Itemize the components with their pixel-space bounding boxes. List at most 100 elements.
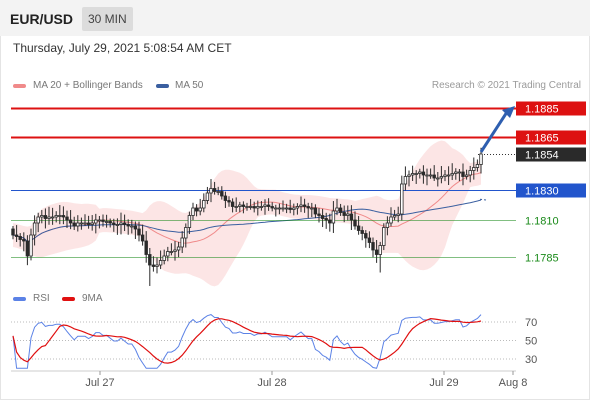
candle-body bbox=[310, 207, 314, 210]
rsi-ma-legend-label: 9MA bbox=[82, 293, 103, 304]
candle-body bbox=[54, 215, 58, 218]
rsi-swatch bbox=[13, 297, 26, 301]
candle-body bbox=[320, 215, 325, 219]
candle-body bbox=[158, 260, 163, 266]
candle-body bbox=[83, 222, 87, 225]
x-tick-label-0: Jul 27 bbox=[85, 377, 114, 389]
rsi-ma-line bbox=[12, 317, 482, 364]
candle-body bbox=[47, 216, 51, 219]
candle-body bbox=[371, 242, 375, 251]
candle-body bbox=[389, 216, 393, 224]
credit-text: Research © 2021 Trading Central bbox=[431, 80, 581, 91]
candle-body bbox=[256, 206, 260, 209]
candle-body bbox=[25, 240, 30, 257]
candle-body bbox=[266, 204, 271, 207]
candle-body bbox=[475, 164, 480, 168]
candle-body bbox=[472, 167, 476, 171]
candle-body bbox=[299, 204, 303, 207]
candle-body bbox=[133, 225, 138, 230]
candle-body bbox=[130, 225, 134, 228]
candle-body bbox=[349, 213, 354, 221]
bollinger-legend-label: MA 20 + Bollinger Bands bbox=[33, 80, 143, 91]
candle-body bbox=[104, 221, 109, 223]
last-price-label-box bbox=[516, 147, 586, 162]
level-box-1.1885 bbox=[516, 101, 586, 116]
level-box-1.1865 bbox=[516, 130, 586, 145]
candle-body bbox=[248, 206, 253, 208]
candle-body bbox=[148, 254, 152, 266]
candle-body bbox=[364, 233, 368, 239]
candle-body bbox=[410, 173, 415, 176]
forecast-arrow-shaft bbox=[479, 109, 510, 153]
candle-body bbox=[184, 227, 188, 239]
candle-body bbox=[450, 173, 454, 176]
candle-body bbox=[274, 207, 278, 210]
candle-body bbox=[137, 228, 141, 236]
candle-body bbox=[346, 213, 350, 216]
candle-body bbox=[115, 224, 120, 226]
candle-body bbox=[382, 227, 386, 246]
candle-body bbox=[302, 204, 307, 207]
candle-body bbox=[353, 219, 357, 227]
level-label-1.1865: 1.1865 bbox=[525, 133, 559, 145]
candle-body bbox=[86, 222, 91, 225]
candle-body bbox=[180, 237, 184, 248]
candle-body bbox=[32, 222, 37, 236]
candle-body bbox=[108, 221, 112, 224]
candle-body bbox=[43, 215, 48, 219]
candle-body bbox=[367, 237, 372, 243]
candle-body bbox=[396, 213, 400, 216]
candle-body bbox=[202, 200, 206, 209]
candle-body bbox=[468, 170, 472, 176]
rsi-tick-50: 50 bbox=[525, 336, 537, 348]
candle-body bbox=[140, 234, 145, 242]
candle-body bbox=[187, 215, 192, 228]
timeframe-button[interactable]: 30 MIN bbox=[82, 7, 133, 31]
candle-body bbox=[119, 222, 123, 225]
candle-body bbox=[443, 174, 447, 177]
candle-body bbox=[385, 222, 390, 228]
candle-body bbox=[79, 222, 84, 225]
candle-body bbox=[428, 174, 433, 177]
candle-body bbox=[335, 207, 339, 212]
symbol-title: EUR/USD bbox=[10, 11, 74, 27]
candle-body bbox=[198, 207, 202, 212]
candle-body bbox=[14, 234, 19, 237]
candle-body bbox=[281, 207, 285, 210]
level-label-1.1785: 1.1785 bbox=[525, 253, 559, 265]
candle-body bbox=[162, 255, 166, 261]
candle-body bbox=[439, 176, 444, 179]
candle-body bbox=[191, 207, 195, 216]
candle-body bbox=[90, 222, 94, 225]
candle-body bbox=[11, 228, 15, 236]
candle-body bbox=[112, 222, 116, 225]
candle-body bbox=[68, 219, 73, 224]
candle-body bbox=[101, 219, 105, 222]
candle-body bbox=[220, 191, 224, 197]
candle-body bbox=[241, 204, 246, 207]
level-label-1.1885: 1.1885 bbox=[525, 104, 559, 116]
ma50-projection bbox=[477, 198, 487, 201]
candle-body bbox=[418, 171, 422, 174]
candle-body bbox=[392, 215, 397, 218]
candle-body bbox=[461, 171, 465, 177]
candle-body bbox=[317, 213, 321, 216]
candle-body bbox=[288, 207, 292, 210]
candle-body bbox=[155, 264, 159, 267]
candle-body bbox=[403, 176, 408, 185]
candle-body bbox=[227, 200, 231, 203]
candle-body bbox=[407, 174, 411, 177]
candle-body bbox=[234, 206, 238, 208]
candle-body bbox=[284, 207, 289, 210]
x-tick-label-2: Jul 29 bbox=[429, 377, 458, 389]
candle-body bbox=[295, 206, 300, 209]
candle-body bbox=[446, 174, 451, 177]
candle-body bbox=[263, 204, 267, 207]
candle-body bbox=[36, 216, 40, 224]
forecast-arrow-head bbox=[502, 106, 515, 118]
candle-body bbox=[378, 245, 382, 255]
candle-body bbox=[313, 207, 318, 215]
candle-body bbox=[50, 216, 55, 219]
rsi-tick-30: 30 bbox=[525, 354, 537, 366]
candle-body bbox=[176, 246, 181, 251]
